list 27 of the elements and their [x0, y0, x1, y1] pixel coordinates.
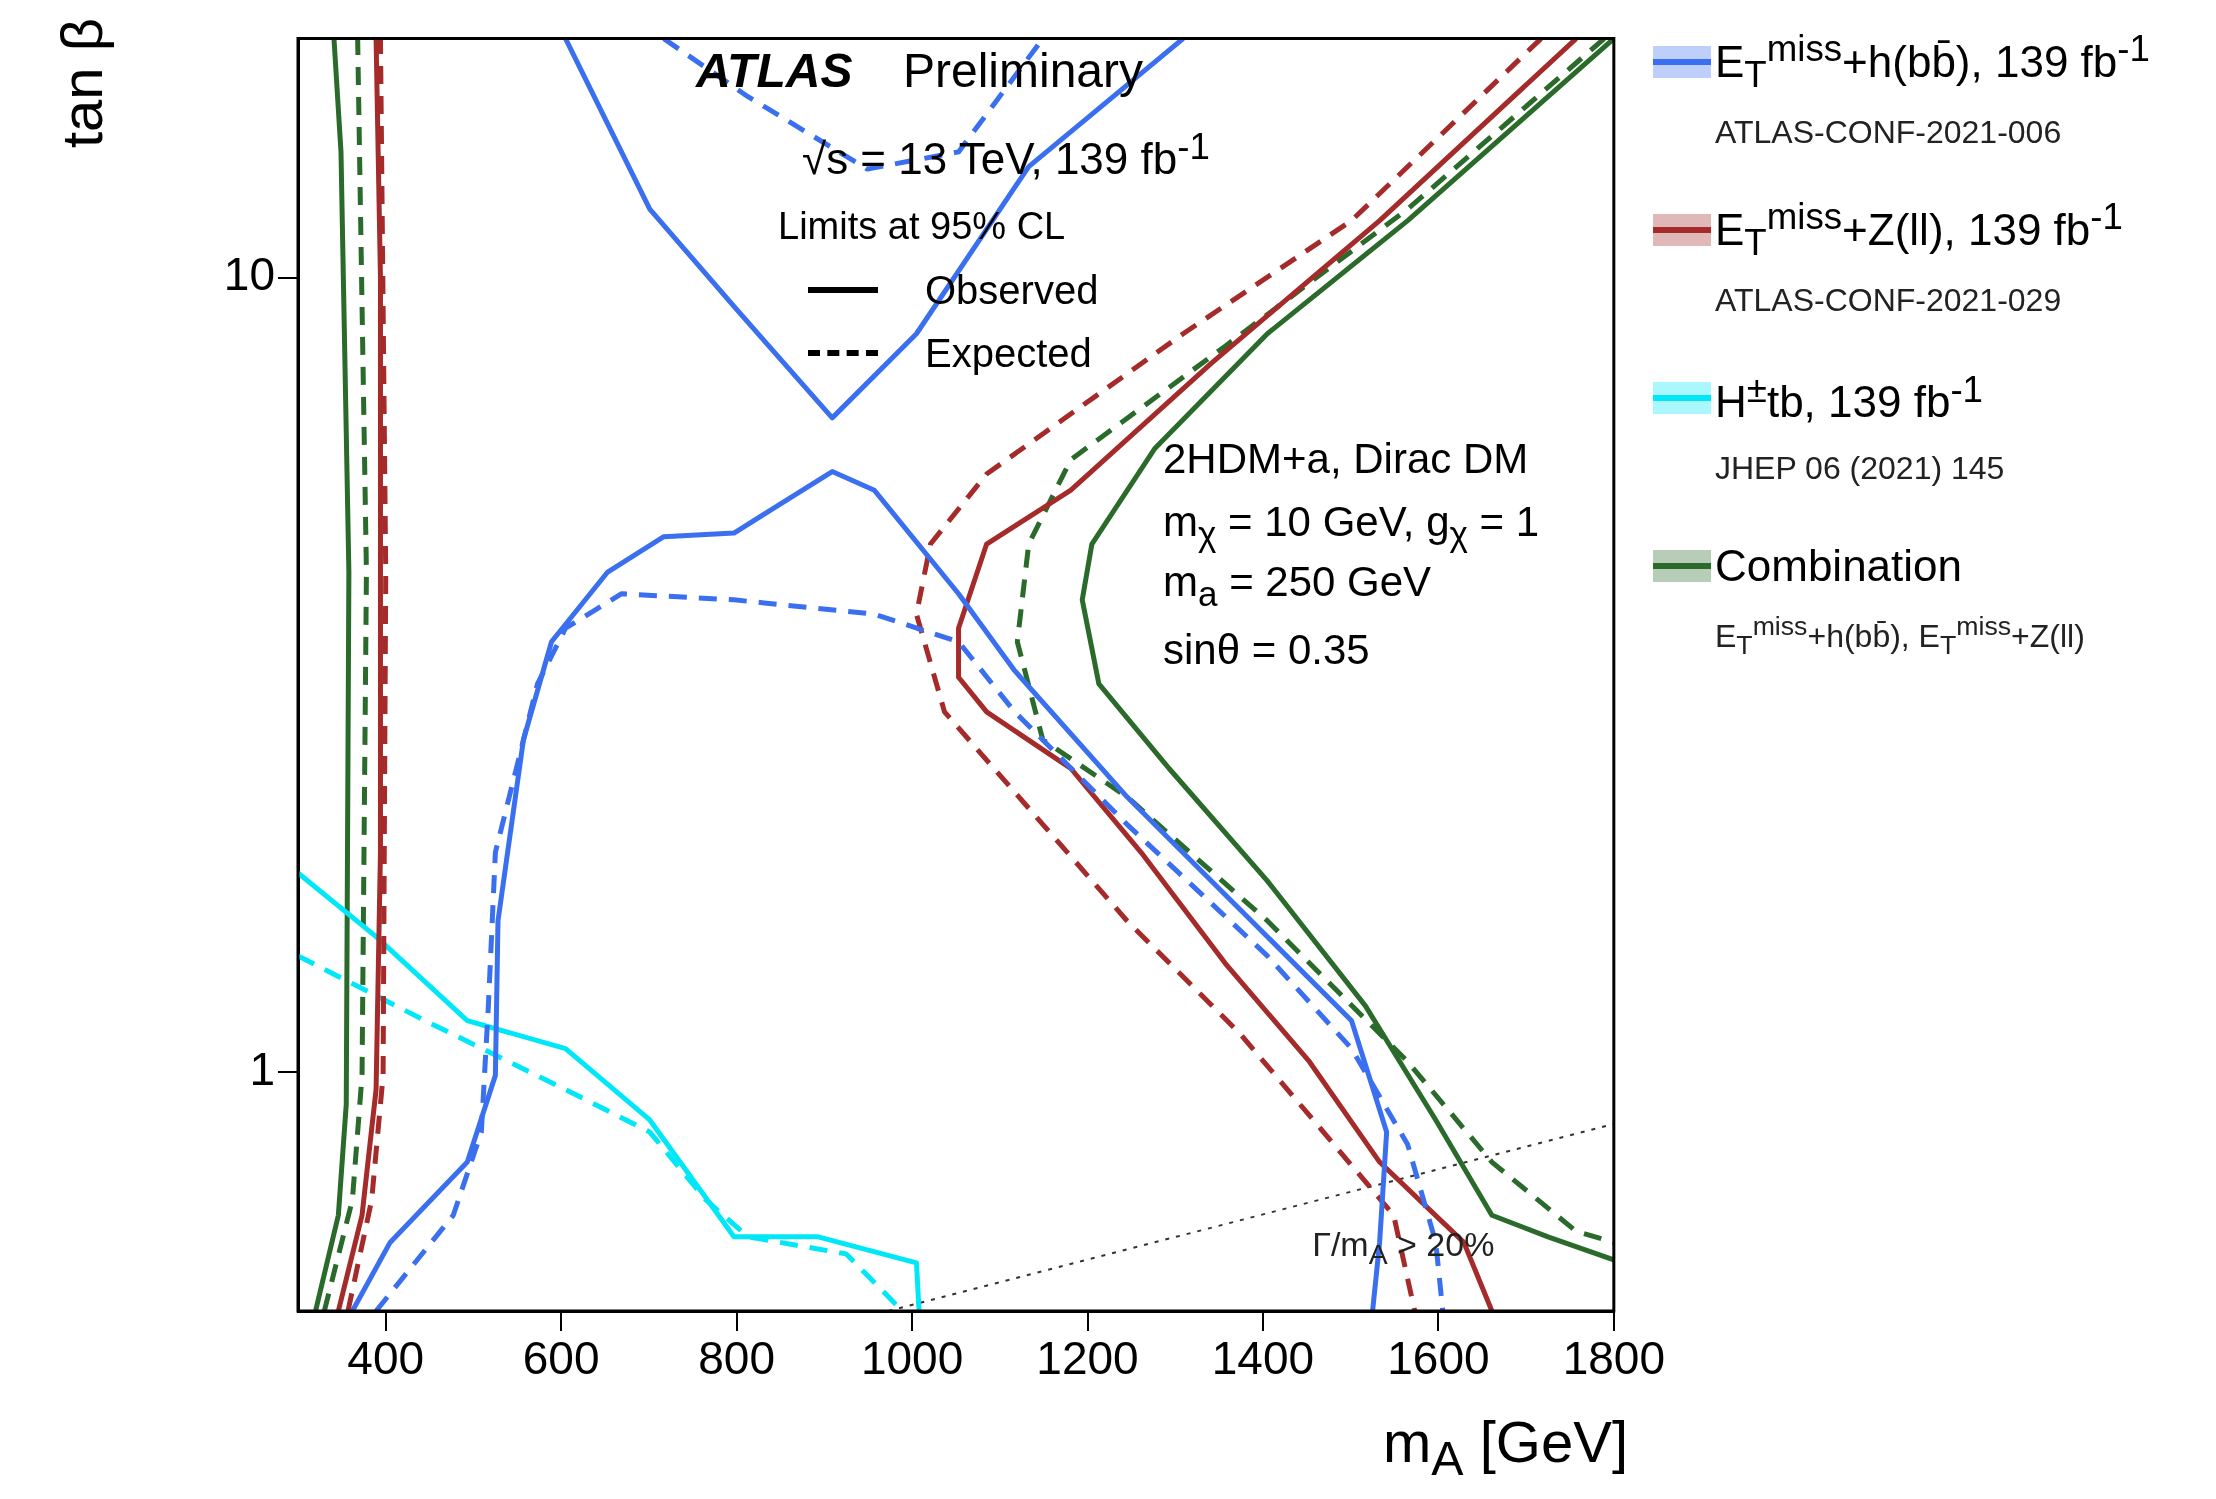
legend-label: E$_{T}$$^{miss}$+h(bb̄), 139 fb$^{-1}$: [1715, 28, 2150, 96]
annotation: ATLAS: [694, 42, 854, 98]
annotation: m$_{a}$ = 250 GeV: [1162, 558, 1433, 614]
annotation: sinθ = 0.35: [1162, 626, 1371, 674]
x-tick-label: 1400: [1211, 1332, 1315, 1385]
text: ATLAS-CONF-2021-029: [1715, 281, 2062, 319]
text: E$_{T}$$^{miss}$+h(bb̄), E$_{T}$$^{miss}$+Z(ll): [1715, 610, 2085, 662]
text: ATLAS-CONF-2021-006: [1715, 113, 2062, 151]
x-tick-label: 400: [347, 1332, 425, 1385]
annotation: Expected: [924, 330, 1093, 376]
legend-label: Combination: [1715, 541, 1963, 591]
x-tick-label: 800: [698, 1332, 775, 1385]
legend-label: E$_{T}$$^{miss}$+Z(ll), 139 fb$^{-1}$: [1715, 196, 2123, 264]
legend-label: H$^{±}$tb, 139 fb$^{-1}$: [1715, 368, 1983, 428]
annotation: Preliminary: [902, 42, 1145, 98]
y-axis-title: tan β: [48, 18, 115, 149]
y-tick-label: 1: [249, 1042, 275, 1095]
annotation: 2HDM+a, Dirac DM: [1162, 435, 1530, 483]
text: JHEP 06 (2021) 145: [1715, 449, 2005, 487]
y-tick-label: 10: [223, 248, 275, 301]
x-tick-label: 1600: [1387, 1332, 1490, 1385]
x-tick-label: 1800: [1562, 1332, 1666, 1385]
annotation: m$_{χ}$ = 10 GeV, g$_{χ}$ = 1: [1162, 498, 1541, 554]
x-tick-label: 600: [522, 1332, 600, 1385]
x-axis-title: m$_{A}$ [GeV]: [1383, 1408, 1628, 1486]
x-tick-label: 1000: [860, 1332, 964, 1385]
x-tick-label: 1200: [1036, 1332, 1139, 1385]
